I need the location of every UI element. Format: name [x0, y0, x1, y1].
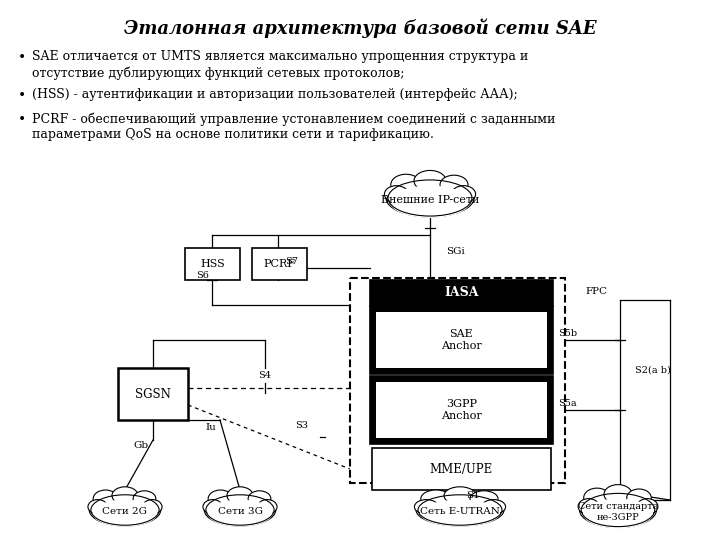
Text: SAE
Anchor: SAE Anchor	[441, 329, 482, 351]
Text: (HSS) - аутентификации и авторизации пользователей (интерфейс ААА);: (HSS) - аутентификации и авторизации пол…	[32, 89, 518, 102]
Text: SGi: SGi	[446, 247, 464, 256]
Ellipse shape	[390, 186, 470, 218]
Text: •: •	[18, 50, 26, 64]
Text: S6: S6	[196, 272, 209, 280]
Text: S4: S4	[258, 370, 271, 380]
Text: 3GPP
Anchor: 3GPP Anchor	[441, 399, 482, 421]
Text: SGSN: SGSN	[135, 388, 171, 401]
Text: S7: S7	[285, 258, 298, 267]
Bar	[372, 448, 551, 490]
Ellipse shape	[204, 494, 276, 526]
Text: •: •	[18, 112, 26, 126]
Ellipse shape	[637, 498, 658, 515]
Ellipse shape	[626, 489, 652, 507]
Text: •: •	[18, 89, 26, 103]
Ellipse shape	[207, 500, 272, 527]
Ellipse shape	[451, 186, 476, 202]
Ellipse shape	[604, 484, 632, 504]
Ellipse shape	[203, 500, 222, 514]
Bar	[376, 382, 547, 438]
Ellipse shape	[420, 490, 451, 508]
Ellipse shape	[133, 491, 156, 507]
Bar	[252, 248, 307, 280]
Ellipse shape	[92, 500, 158, 527]
Ellipse shape	[482, 500, 505, 514]
Ellipse shape	[93, 490, 118, 508]
Text: FPC: FPC	[585, 287, 607, 296]
Ellipse shape	[420, 500, 500, 527]
Ellipse shape	[444, 487, 476, 504]
Text: параметрами QoS на основе политики сети и тарификацию.: параметрами QoS на основе политики сети …	[32, 129, 434, 141]
Ellipse shape	[415, 500, 438, 514]
Ellipse shape	[391, 174, 421, 195]
Ellipse shape	[208, 490, 233, 508]
Ellipse shape	[584, 488, 611, 508]
Bar	[350, 278, 565, 483]
Text: Эталонная архитектура базовой сети SAE: Эталонная архитектура базовой сети SAE	[124, 18, 596, 37]
Bar	[376, 312, 547, 368]
Ellipse shape	[88, 500, 107, 514]
Text: S2(a b): S2(a b)	[635, 366, 671, 375]
Ellipse shape	[384, 186, 408, 202]
Text: PCRF - обеспечивающий управление устонавлением соединений с заданными: PCRF - обеспечивающий управление устонав…	[32, 112, 555, 126]
Bar	[185, 248, 240, 280]
Text: SAE отличается от UMTS является максимально упрощенния структура и: SAE отличается от UMTS является максимал…	[32, 50, 528, 63]
Ellipse shape	[583, 498, 653, 528]
Text: Gb: Gb	[133, 441, 148, 449]
Text: Сети стандарта
не-3GPP: Сети стандарта не-3GPP	[578, 502, 658, 522]
Ellipse shape	[414, 171, 446, 191]
Ellipse shape	[248, 491, 271, 507]
Ellipse shape	[227, 487, 253, 504]
Bar	[370, 280, 553, 306]
Text: IASA: IASA	[444, 287, 479, 300]
Bar	[370, 306, 553, 374]
Ellipse shape	[416, 494, 504, 526]
Text: MME/UPE: MME/UPE	[430, 462, 493, 476]
Text: S5b: S5b	[558, 328, 577, 338]
Text: S3: S3	[295, 421, 308, 429]
Text: HSS: HSS	[200, 259, 225, 269]
Ellipse shape	[580, 492, 657, 528]
Ellipse shape	[578, 498, 599, 515]
Text: Внешние IP-сети: Внешние IP-сети	[381, 195, 480, 205]
Ellipse shape	[112, 487, 138, 504]
Text: отсутствие дублирующих функций сетевых протоколов;: отсутствие дублирующих функций сетевых п…	[32, 66, 405, 79]
Text: S1: S1	[466, 490, 480, 500]
Ellipse shape	[143, 500, 162, 514]
Ellipse shape	[386, 179, 474, 217]
Ellipse shape	[89, 494, 161, 526]
Text: Iu: Iu	[205, 422, 216, 431]
Text: Сети 2G: Сети 2G	[102, 508, 148, 516]
Bar	[370, 376, 553, 444]
Bar	[118, 368, 188, 420]
Ellipse shape	[258, 500, 277, 514]
Ellipse shape	[440, 175, 468, 194]
Text: PCRF: PCRF	[264, 259, 295, 269]
Text: Сеть Е-UTRAN: Сеть Е-UTRAN	[420, 508, 500, 516]
Text: S5a: S5a	[558, 399, 577, 408]
Ellipse shape	[470, 491, 498, 507]
Text: Сети 3G: Сети 3G	[217, 508, 263, 516]
